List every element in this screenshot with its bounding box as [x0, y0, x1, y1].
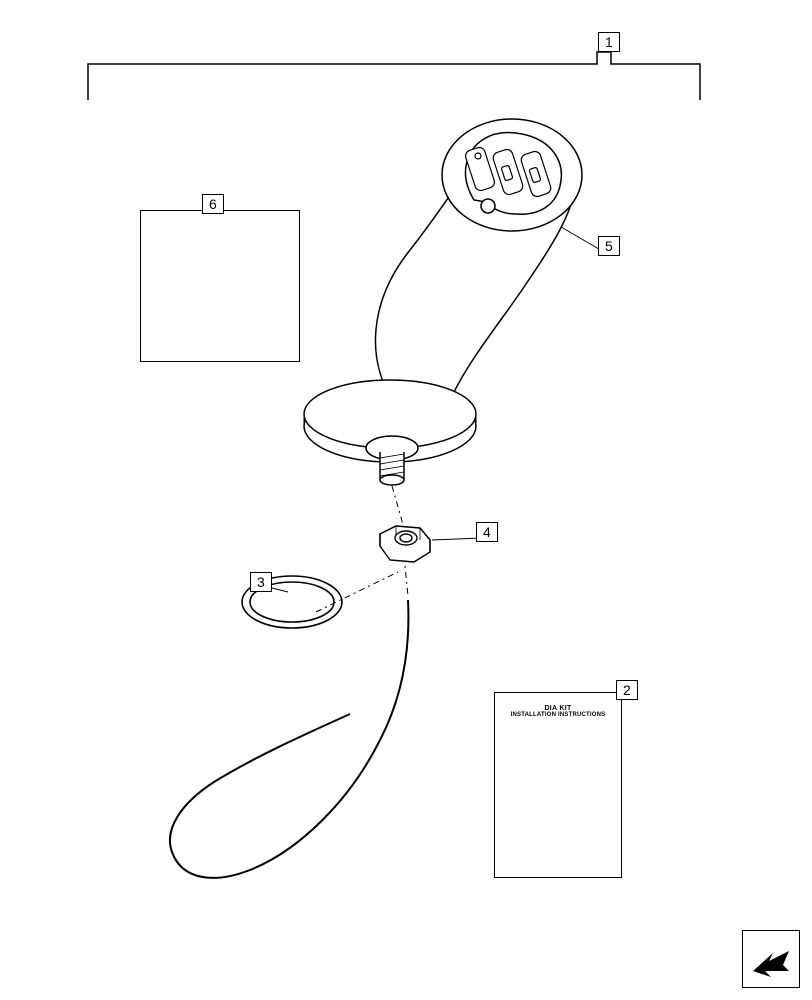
callout-1: 1 [598, 32, 620, 52]
callout-2: 2 [616, 680, 638, 700]
manual-subtitle: INSTALLATION INSTRUCTIONS [495, 712, 621, 718]
cable [170, 600, 408, 878]
decal-label [140, 210, 300, 362]
callout-5: 5 [598, 236, 620, 256]
callout-3: 3 [250, 572, 272, 592]
hex-nut [380, 526, 430, 562]
instruction-manual: DIA KIT INSTALLATION INSTRUCTIONS [494, 692, 622, 878]
callout-4: 4 [476, 522, 498, 542]
bracket-1 [88, 52, 700, 100]
callout-6: 6 [202, 194, 224, 214]
manual-title: DIA KIT [495, 705, 621, 712]
diagram-svg: H ISO H ISO ISO ISO ISO ISO 4 3 2 Code [0, 0, 812, 1000]
diagram-canvas: H ISO H ISO ISO ISO ISO ISO 4 3 2 Code [0, 0, 812, 1000]
joystick-handle [304, 119, 582, 485]
nav-home-button[interactable] [742, 930, 800, 988]
